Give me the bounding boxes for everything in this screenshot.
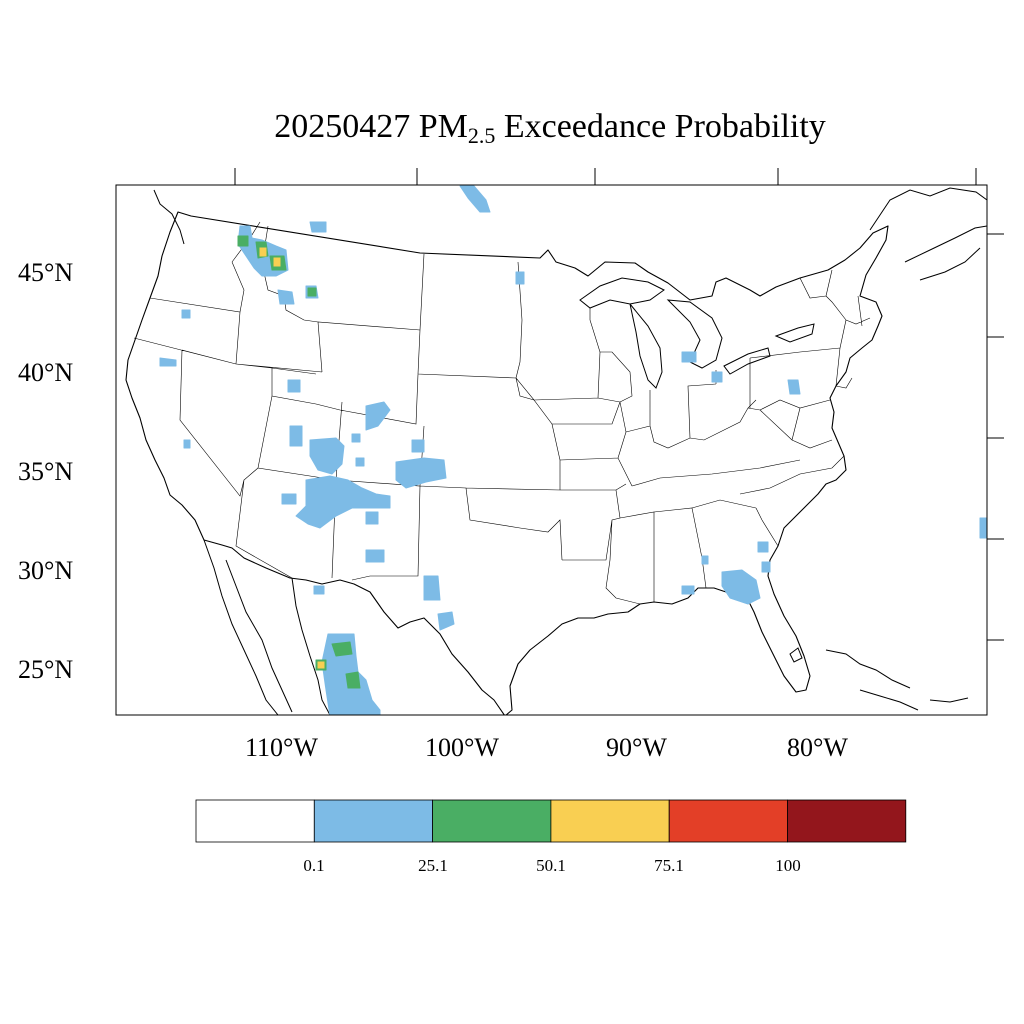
colorbar-label-3: 75.1 xyxy=(654,856,684,875)
caribbean-islands xyxy=(789,647,969,711)
lon-label-110w: 110°W xyxy=(245,733,318,762)
axis-ticks xyxy=(234,168,1004,641)
lat-label-30: 30°N xyxy=(18,556,74,585)
probability-yellow xyxy=(259,247,325,669)
lat-label-40: 40°N xyxy=(18,358,74,387)
lon-label-90w: 90°W xyxy=(606,733,667,762)
colorbar-swatch-0 xyxy=(195,799,315,843)
lon-label-80w: 80°W xyxy=(787,733,848,762)
lat-label-25: 25°N xyxy=(18,655,74,684)
great-lakes xyxy=(579,277,815,389)
colorbar xyxy=(195,799,907,843)
colorbar-swatch-3 xyxy=(550,799,670,843)
colorbar-swatch-4 xyxy=(668,799,788,843)
colorbar-label-0: 0.1 xyxy=(303,856,325,875)
map-frame xyxy=(115,184,988,716)
lat-label-45: 45°N xyxy=(18,258,74,287)
lat-label-35: 35°N xyxy=(18,457,74,486)
us-outline xyxy=(125,211,889,715)
canada-coast xyxy=(153,187,987,281)
colorbar-label-4: 100 xyxy=(775,856,801,875)
colorbar-label-1: 25.1 xyxy=(418,856,448,875)
map-title: 20250427 PM2.5 Exceedance Probability xyxy=(274,108,826,148)
colorbar-swatch-2 xyxy=(432,799,552,843)
mexico-coast xyxy=(203,539,331,715)
colorbar-swatch-5 xyxy=(787,799,907,843)
colorbar-label-2: 50.1 xyxy=(536,856,566,875)
lon-label-100w: 100°W xyxy=(425,733,499,762)
colorbar-swatch-1 xyxy=(313,799,433,843)
